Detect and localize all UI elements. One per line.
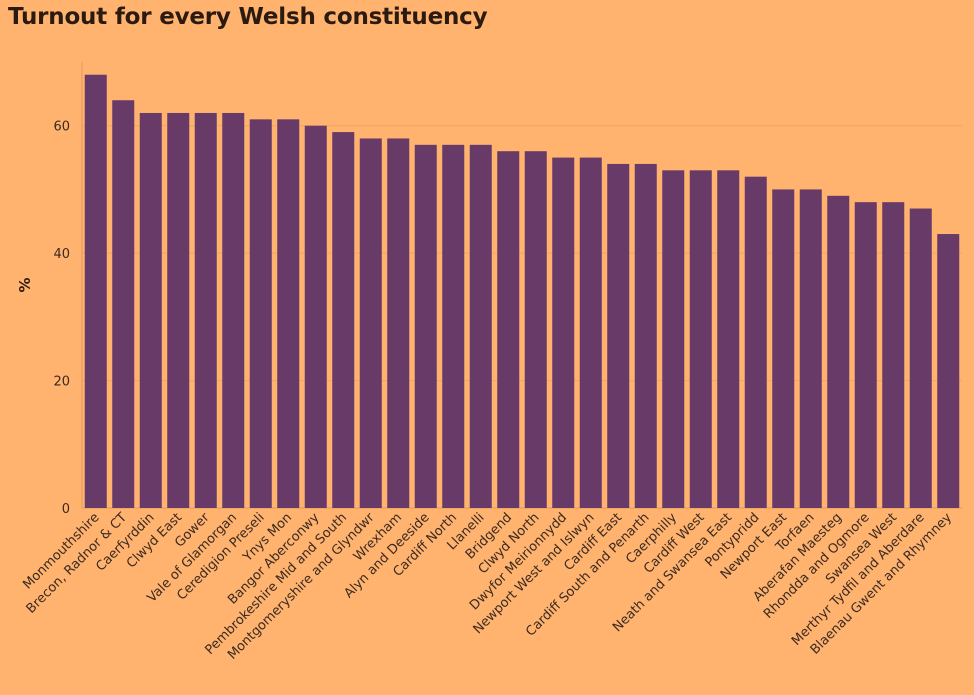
- bar: Caerphilly: 53: [662, 170, 685, 508]
- y-tick-label: 0: [62, 502, 70, 517]
- bar: Caerfyrddin: 62: [139, 112, 162, 508]
- bar: Wrexham: 58: [387, 138, 410, 508]
- bar: Clwyd North: 56: [524, 151, 547, 508]
- bar: Gower: 62: [194, 112, 217, 508]
- y-tick-label: 20: [53, 375, 70, 390]
- bar: Bridgend: 56: [497, 151, 520, 508]
- bar: Cardiff East: 54: [607, 163, 630, 508]
- bar: Swansea West: 48: [882, 202, 905, 509]
- bar: Cardiff South and Penarth: 54: [634, 163, 657, 508]
- y-tick-label: 40: [53, 247, 70, 262]
- bar: Llanelli: 57: [469, 144, 492, 508]
- bar: Alyn and Deeside: 57: [414, 144, 437, 508]
- bar: Bangor Aberconwy: 60: [304, 125, 327, 509]
- bar: Cardiff West: 53: [689, 170, 712, 508]
- bar: Neath and Swansea East: 53: [717, 170, 740, 508]
- bar: Vale of Glamorgan: 62: [222, 112, 245, 508]
- bar: Torfaen: 50: [799, 189, 822, 508]
- bar: Merthyr Tydfil and Aberdare: 47: [909, 208, 932, 509]
- bar: Aberafan Maesteg: 49: [827, 195, 850, 509]
- y-axis-title: %: [16, 277, 34, 292]
- bar: Pembrokeshire Mid and South: 59: [332, 132, 355, 508]
- bar: Dwyfor Meirionnydd: 55: [552, 157, 575, 508]
- bar: Ceredigion Preseli: 61: [249, 119, 272, 508]
- bar: Montgomeryshire and Glyndwr: 58: [359, 138, 382, 508]
- bar: Newport East: 50: [772, 189, 795, 508]
- bar-layer: Monmouthshire: 68Brecon, Radnor & CT: 64…: [84, 74, 960, 509]
- y-tick-label: 60: [53, 120, 70, 135]
- bar: Newport West and Islwyn: 55: [579, 157, 602, 508]
- bar: Rhondda and Ogmore: 48: [854, 202, 877, 509]
- bar: Brecon, Radnor & CT: 64: [112, 100, 135, 508]
- bar: Monmouthshire: 68: [84, 74, 107, 509]
- bar: Ynys Mon: 61: [277, 119, 300, 508]
- bar: Cardiff North: 57: [442, 144, 465, 508]
- chart-title: Turnout for every Welsh constituency: [8, 4, 488, 30]
- bar: Blaenau Gwent and Rhymney: 43: [937, 234, 960, 508]
- bar: Pontypridd: 52: [744, 176, 767, 508]
- bar: Clwyd East: 62: [167, 112, 190, 508]
